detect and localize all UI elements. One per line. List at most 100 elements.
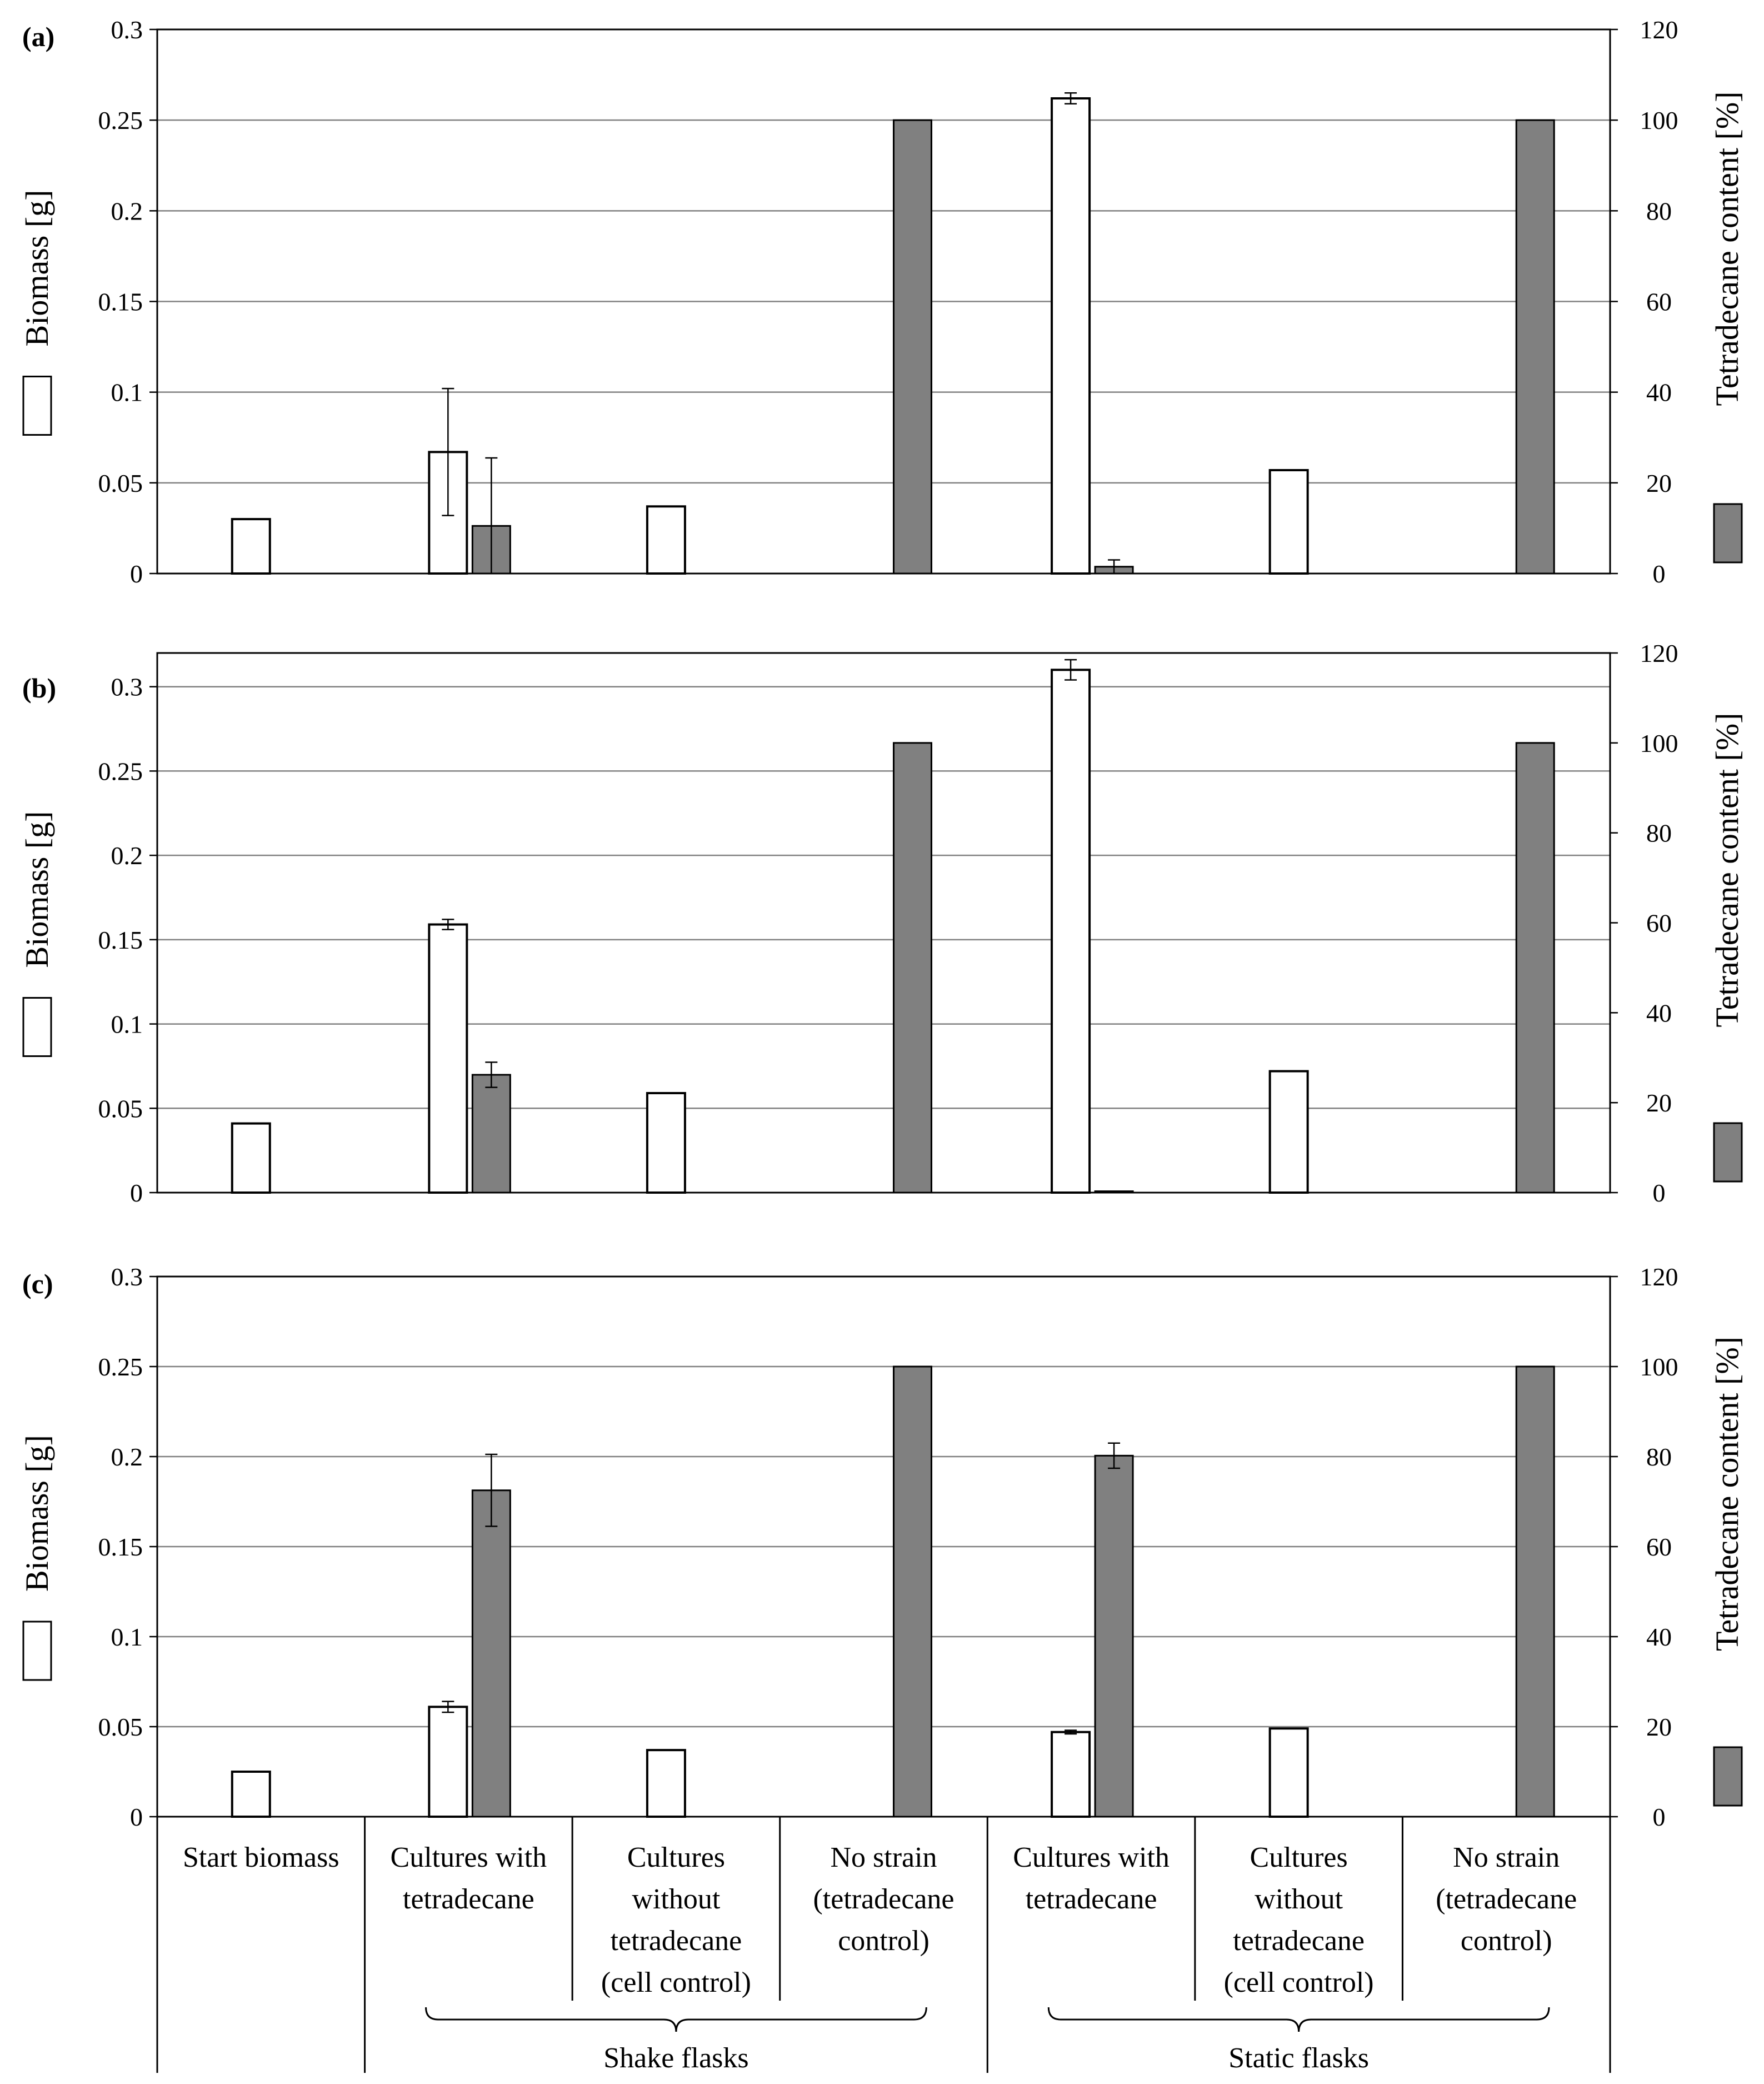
y-tick-label: 0.15 xyxy=(98,288,143,316)
panel-a: 0 0.05 0.1 0.15 0.2 0.25 0.3 0 20 40 60 80 100 120 (a)… xyxy=(19,16,1745,588)
plot-frame xyxy=(156,1275,1611,1818)
y2-tick-label: 60 xyxy=(1646,288,1672,316)
y2-tick-label: 120 xyxy=(1640,1263,1678,1291)
category-label: (cell control) xyxy=(1224,1967,1374,1998)
category-label: (tetradecane xyxy=(813,1883,954,1915)
y2-tick-label: 100 xyxy=(1640,106,1678,134)
biomass-legend-swatch xyxy=(22,1621,52,1681)
y-tick-label: 0.2 xyxy=(111,841,143,870)
panel-label: (a) xyxy=(22,21,54,52)
category-label: Cultures xyxy=(627,1842,725,1873)
tetradecane-legend-swatch xyxy=(1713,503,1743,564)
bar-biomass xyxy=(1051,669,1091,1194)
bar-tetradecane xyxy=(1094,1454,1134,1818)
y-axis-title: Biomass [g] xyxy=(19,811,55,968)
bar-tetradecane xyxy=(471,1489,511,1818)
plot-frame xyxy=(156,28,1611,575)
category-label: without xyxy=(1255,1883,1343,1915)
y2-tick-label: 0 xyxy=(1653,1179,1666,1207)
y2-axis-title: Tetradecane content [%] xyxy=(1709,92,1745,406)
y-tick-label: 0.3 xyxy=(111,16,143,44)
y2-tick-label: 0 xyxy=(1653,560,1666,588)
bar-tetradecane xyxy=(893,1365,932,1818)
y2-tick-label: 40 xyxy=(1646,1623,1672,1651)
y2-tick-label: 20 xyxy=(1646,469,1672,497)
y-tick-label: 0.3 xyxy=(111,673,143,701)
bar-tetradecane xyxy=(1515,742,1555,1194)
y-tick-label: 0.05 xyxy=(98,469,143,497)
plot-frame xyxy=(156,652,1611,1194)
category-label: control) xyxy=(1461,1925,1552,1957)
category-label: control) xyxy=(838,1925,930,1957)
panel-b: 0 0.05 0.1 0.15 0.2 0.25 0.3 0 20 40 60 80 100 120 (b)… xyxy=(19,639,1745,1207)
bar-tetradecane xyxy=(1094,1190,1134,1194)
y-axis-title: Biomass [g] xyxy=(19,1435,55,1592)
tetradecane-legend-swatch xyxy=(1713,1746,1743,1807)
category-label: tetradecane xyxy=(611,1925,742,1957)
y2-tick-label: 100 xyxy=(1640,729,1678,757)
y-tick-label: 0.25 xyxy=(98,757,143,785)
y2-axis-title: Tetradecane content [%] xyxy=(1709,713,1745,1028)
y-tick-label: 0.1 xyxy=(111,378,143,407)
bar-biomass xyxy=(231,1122,271,1194)
y-tick-label: 0 xyxy=(130,1179,143,1207)
y-axis-title: Biomass [g] xyxy=(19,190,55,347)
bar-biomass xyxy=(428,1706,468,1818)
bar-biomass xyxy=(428,923,468,1194)
category-label: tetradecane xyxy=(403,1883,534,1915)
y2-tick-label: 60 xyxy=(1646,909,1672,938)
category-label: Cultures with xyxy=(1013,1842,1170,1873)
category-label: tetradecane xyxy=(1026,1883,1157,1915)
y-tick-label: 0 xyxy=(130,1803,143,1831)
y-tick-label: 0.2 xyxy=(111,197,143,225)
category-label: Start biomass xyxy=(183,1842,339,1873)
bar-tetradecane xyxy=(893,119,932,575)
category-label: tetradecane xyxy=(1233,1925,1365,1957)
y2-tick-label: 100 xyxy=(1640,1353,1678,1381)
biomass-legend-swatch xyxy=(22,376,52,436)
y2-tick-label: 60 xyxy=(1646,1533,1672,1561)
category-label: No strain xyxy=(1453,1842,1560,1873)
category-label: No strain xyxy=(830,1842,937,1873)
panel-label: (b) xyxy=(22,672,56,704)
y-tick-label: 0.15 xyxy=(98,926,143,954)
y2-tick-label: 40 xyxy=(1646,999,1672,1027)
bar-biomass xyxy=(1268,1070,1309,1194)
y-tick-label: 0.15 xyxy=(98,1533,143,1561)
bar-biomass xyxy=(231,518,271,575)
y-tick-label: 0.25 xyxy=(98,1353,143,1381)
panel-label: (c) xyxy=(22,1268,53,1299)
bar-biomass xyxy=(1051,97,1091,575)
category-label: without xyxy=(632,1883,720,1915)
y2-tick-label: 20 xyxy=(1646,1089,1672,1117)
category-label: Cultures with xyxy=(391,1842,547,1873)
y2-axis-title: Tetradecane content [%] xyxy=(1709,1337,1745,1651)
y2-tick-label: 20 xyxy=(1646,1713,1672,1741)
bar-tetradecane xyxy=(1515,119,1555,575)
y2-tick-label: 80 xyxy=(1646,819,1672,847)
group-label: Static flasks xyxy=(1228,2042,1369,2074)
y-tick-label: 0.3 xyxy=(111,1263,143,1291)
chart-panels: 0 0.05 0.1 0.15 0.2 0.25 0.3 0 20 40 60 80 100 120 (a)… xyxy=(19,16,1745,1831)
y-tick-label: 0.05 xyxy=(98,1094,143,1123)
bar-biomass xyxy=(231,1771,271,1818)
bar-biomass xyxy=(1051,1731,1091,1818)
panel-c: 0 0.05 0.1 0.15 0.2 0.25 0.3 0 20 40 60 80 100 120 (c)… xyxy=(19,1263,1745,1831)
bar-biomass xyxy=(1268,1727,1309,1818)
y-tick-label: 0.05 xyxy=(98,1713,143,1741)
y2-tick-label: 120 xyxy=(1640,639,1678,667)
y2-tick-label: 80 xyxy=(1646,1443,1672,1471)
y-tick-label: 0.2 xyxy=(111,1443,143,1471)
category-label: (tetradecane xyxy=(1436,1883,1577,1915)
category-label: (cell control) xyxy=(601,1967,751,1998)
y2-tick-label: 40 xyxy=(1646,378,1672,407)
biomass-legend-swatch xyxy=(22,997,52,1057)
bar-biomass xyxy=(646,1749,686,1818)
bar-tetradecane xyxy=(893,742,932,1194)
bar-biomass xyxy=(646,1091,686,1194)
bar-biomass xyxy=(1268,468,1309,575)
y2-tick-label: 80 xyxy=(1646,197,1672,225)
y2-tick-label: 120 xyxy=(1640,16,1678,44)
group-brace xyxy=(425,2007,927,2032)
